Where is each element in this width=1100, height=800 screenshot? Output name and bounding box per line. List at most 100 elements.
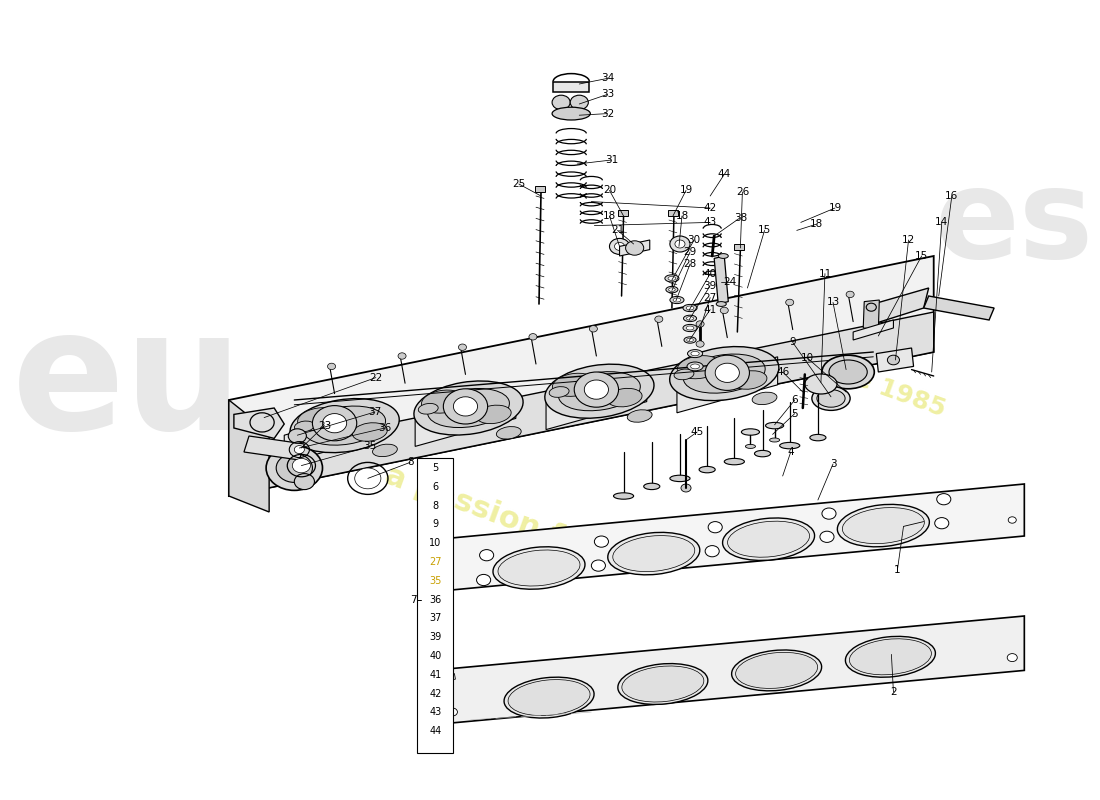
- Polygon shape: [877, 348, 914, 372]
- Text: 36: 36: [378, 423, 392, 433]
- Circle shape: [443, 389, 487, 424]
- Circle shape: [312, 406, 356, 441]
- Polygon shape: [535, 186, 544, 192]
- Polygon shape: [735, 244, 745, 250]
- Ellipse shape: [686, 326, 694, 330]
- Ellipse shape: [700, 466, 715, 473]
- Ellipse shape: [849, 638, 932, 675]
- Ellipse shape: [691, 364, 700, 369]
- Ellipse shape: [559, 372, 640, 410]
- Text: 14: 14: [935, 218, 948, 227]
- Circle shape: [785, 299, 794, 306]
- Polygon shape: [619, 240, 650, 256]
- Text: 18: 18: [811, 219, 824, 229]
- Ellipse shape: [613, 535, 695, 572]
- Ellipse shape: [805, 374, 837, 394]
- Circle shape: [696, 341, 704, 347]
- Text: 42: 42: [429, 689, 441, 698]
- Ellipse shape: [504, 677, 594, 718]
- Text: 33: 33: [601, 90, 614, 99]
- Polygon shape: [446, 674, 455, 680]
- Ellipse shape: [670, 346, 779, 401]
- Polygon shape: [714, 256, 728, 304]
- Circle shape: [654, 316, 663, 322]
- Polygon shape: [854, 320, 893, 340]
- Circle shape: [626, 241, 644, 255]
- Ellipse shape: [780, 442, 800, 449]
- Circle shape: [592, 560, 605, 571]
- Circle shape: [609, 238, 629, 254]
- Circle shape: [444, 570, 452, 577]
- Ellipse shape: [684, 337, 696, 343]
- Text: 35: 35: [429, 576, 441, 586]
- Text: 27: 27: [429, 557, 441, 567]
- Circle shape: [715, 363, 739, 382]
- Text: 7: 7: [410, 594, 417, 605]
- Circle shape: [1008, 654, 1018, 662]
- Ellipse shape: [608, 532, 700, 575]
- Text: 5: 5: [791, 409, 799, 418]
- Circle shape: [820, 531, 834, 542]
- Ellipse shape: [664, 274, 679, 282]
- Ellipse shape: [716, 302, 726, 306]
- Ellipse shape: [736, 652, 817, 689]
- Circle shape: [266, 446, 322, 490]
- Ellipse shape: [817, 390, 845, 407]
- Circle shape: [615, 242, 625, 250]
- Circle shape: [328, 363, 336, 370]
- Text: 4: 4: [788, 447, 794, 457]
- Ellipse shape: [670, 475, 690, 482]
- Ellipse shape: [644, 483, 660, 490]
- Ellipse shape: [290, 398, 399, 453]
- Text: 45: 45: [691, 427, 704, 437]
- Text: 5: 5: [432, 463, 439, 473]
- Circle shape: [288, 429, 307, 443]
- Polygon shape: [415, 390, 516, 446]
- Ellipse shape: [670, 296, 684, 304]
- Ellipse shape: [493, 546, 585, 590]
- Ellipse shape: [428, 389, 509, 427]
- Text: 12: 12: [902, 235, 915, 245]
- Ellipse shape: [298, 408, 341, 430]
- Ellipse shape: [498, 550, 580, 586]
- Text: 9: 9: [790, 338, 796, 347]
- Text: 19: 19: [680, 186, 693, 195]
- Text: 29: 29: [683, 247, 696, 257]
- Text: 28: 28: [683, 259, 696, 269]
- Circle shape: [866, 303, 877, 311]
- Circle shape: [276, 454, 312, 482]
- Text: 15: 15: [758, 226, 771, 235]
- Ellipse shape: [727, 521, 810, 558]
- Text: 43: 43: [429, 707, 441, 718]
- Circle shape: [354, 468, 381, 489]
- Circle shape: [594, 536, 608, 547]
- Circle shape: [681, 484, 691, 492]
- Text: 23: 23: [318, 421, 331, 430]
- Text: 43: 43: [704, 218, 717, 227]
- Text: 38: 38: [734, 213, 747, 222]
- Text: 40: 40: [429, 651, 441, 661]
- Circle shape: [846, 291, 855, 298]
- Text: 37: 37: [429, 614, 441, 623]
- Ellipse shape: [373, 444, 397, 457]
- Ellipse shape: [683, 315, 696, 322]
- Ellipse shape: [732, 650, 822, 691]
- Text: 21: 21: [610, 226, 624, 235]
- Text: a passion for: a passion for: [381, 460, 601, 564]
- Circle shape: [529, 334, 537, 340]
- Text: 37: 37: [368, 407, 382, 417]
- Circle shape: [705, 355, 749, 390]
- Ellipse shape: [683, 325, 697, 331]
- Text: 9: 9: [432, 519, 438, 530]
- Ellipse shape: [421, 390, 465, 413]
- Text: 44: 44: [717, 170, 730, 179]
- Ellipse shape: [683, 304, 697, 312]
- Ellipse shape: [718, 254, 728, 258]
- Ellipse shape: [829, 360, 867, 384]
- Ellipse shape: [496, 426, 521, 439]
- Polygon shape: [553, 82, 590, 92]
- Ellipse shape: [678, 356, 721, 378]
- Text: 22: 22: [370, 373, 383, 382]
- Text: 18: 18: [675, 211, 689, 221]
- Polygon shape: [617, 210, 628, 216]
